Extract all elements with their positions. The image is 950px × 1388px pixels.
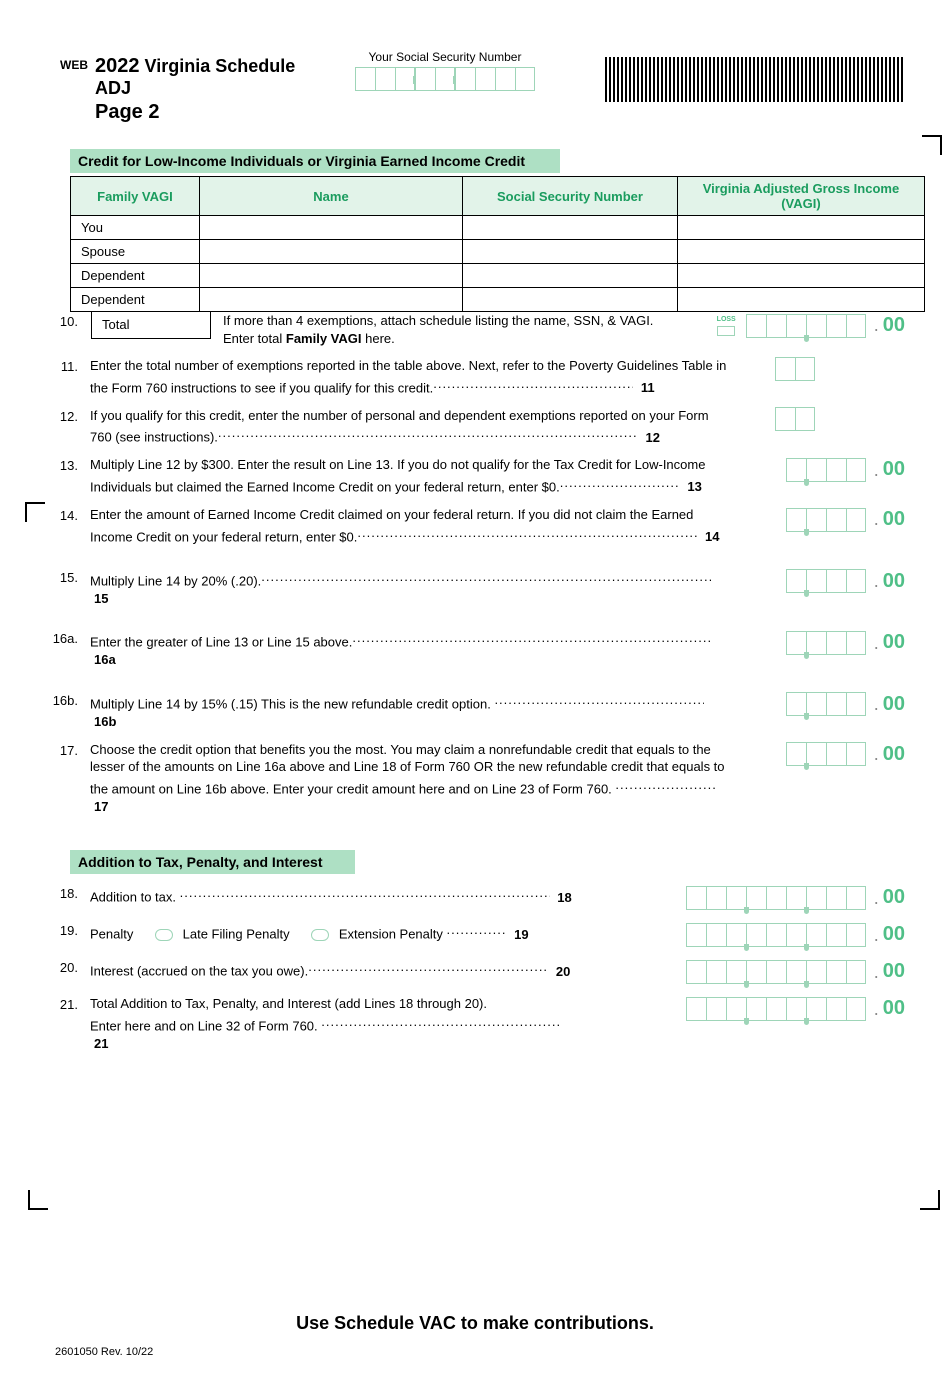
line17-amount[interactable] <box>786 742 866 766</box>
line-number: 20. <box>45 958 90 975</box>
line-number: 15. <box>45 568 90 585</box>
line12-amount[interactable] <box>775 407 815 431</box>
line14-amount[interactable] <box>786 508 866 532</box>
table-row: You <box>71 216 925 240</box>
line13-amount[interactable] <box>786 458 866 482</box>
col-family-vagi: Family VAGI <box>71 177 200 216</box>
line-tag: 12 <box>646 430 660 445</box>
crop-mark-icon <box>28 1190 48 1210</box>
line-tag: 18 <box>557 890 571 905</box>
table-row: Spouse <box>71 240 925 264</box>
line-number: 13. <box>45 456 90 473</box>
extension-radio[interactable] <box>311 929 329 941</box>
ssn-field[interactable] <box>463 288 678 312</box>
header: 2022 Virginia Schedule ADJ Page 2 Your S… <box>95 55 905 124</box>
line-tag: 11 <box>641 380 655 395</box>
line-tag: 15 <box>94 591 108 606</box>
line19-amount[interactable] <box>686 923 866 947</box>
line-tag: 21 <box>94 1036 108 1051</box>
ssn-field[interactable] <box>463 240 678 264</box>
line-tag: 16a <box>94 652 116 667</box>
line-tag: 20 <box>556 964 570 979</box>
late-filing-label: Late Filing Penalty <box>183 927 290 942</box>
crop-mark-icon <box>25 502 45 522</box>
late-filing-radio[interactable] <box>155 929 173 941</box>
line21-amount[interactable] <box>686 997 866 1021</box>
ssn-block: Your Social Security Number <box>355 50 535 91</box>
section1-heading: Credit for Low-Income Individuals or Vir… <box>70 149 560 173</box>
line20-amount[interactable] <box>686 960 866 984</box>
line-tag: 17 <box>94 799 108 814</box>
vagi-field[interactable] <box>677 240 924 264</box>
line15-amount[interactable] <box>786 569 866 593</box>
line16a-amount[interactable] <box>786 631 866 655</box>
line16b-text: Multiply Line 14 by 15% (.15) This is th… <box>90 696 494 711</box>
name-field[interactable] <box>199 240 462 264</box>
row10-note1: If more than 4 exemptions, attach schedu… <box>223 313 653 328</box>
line-tag: 13 <box>687 479 701 494</box>
line-number: 14. <box>45 506 90 523</box>
line-tag: 16b <box>94 714 116 729</box>
line-number: 16a. <box>45 629 90 646</box>
vagi-field[interactable] <box>677 288 924 312</box>
line-number: 11. <box>45 357 90 374</box>
col-vagi: Virginia Adjusted Gross Income (VAGI) <box>677 177 924 216</box>
line21-text2: Enter here and on Line 32 of Form 760. <box>90 1018 321 1033</box>
ssn-field[interactable] <box>463 216 678 240</box>
line-number: 16b. <box>45 691 90 708</box>
line20-text: Interest (accrued on the tax you owe). <box>90 964 308 979</box>
line10-amount[interactable] <box>746 314 866 338</box>
form-title: 2022 Virginia Schedule ADJ <box>95 55 335 99</box>
loss-checkbox[interactable] <box>717 326 735 336</box>
section2-heading: Addition to Tax, Penalty, and Interest <box>70 850 355 874</box>
page-label: Page 2 <box>95 101 335 124</box>
line-number: 21. <box>45 995 90 1012</box>
ssn-field[interactable] <box>463 264 678 288</box>
ssn-input[interactable] <box>355 67 535 91</box>
line-number: 12. <box>45 407 90 424</box>
ssn-label: Your Social Security Number <box>355 50 535 64</box>
line-number: 18. <box>45 884 90 901</box>
barcode <box>605 57 905 102</box>
table-row: Dependent <box>71 264 925 288</box>
line18-text: Addition to tax. <box>90 890 180 905</box>
name-field[interactable] <box>199 216 462 240</box>
col-name: Name <box>199 177 462 216</box>
name-field[interactable] <box>199 288 462 312</box>
vagi-field[interactable] <box>677 264 924 288</box>
extension-label: Extension Penalty <box>339 927 447 942</box>
line16a-text: Enter the greater of Line 13 or Line 15 … <box>90 635 352 650</box>
name-field[interactable] <box>199 264 462 288</box>
crop-mark-icon <box>922 135 942 155</box>
footer-instruction: Use Schedule VAC to make contributions. <box>45 1313 905 1334</box>
line11-amount[interactable] <box>775 357 815 381</box>
vagi-field[interactable] <box>677 216 924 240</box>
vagi-table: Family VAGI Name Social Security Number … <box>70 176 925 312</box>
crop-mark-icon <box>920 1190 940 1210</box>
line-tag: 14 <box>705 529 719 544</box>
row10-note2: Enter total Family VAGI here. <box>223 331 395 346</box>
line18-amount[interactable] <box>686 886 866 910</box>
line-number: 17. <box>45 741 90 758</box>
line16b-amount[interactable] <box>786 692 866 716</box>
line19-text: Penalty <box>90 927 133 942</box>
line21-text1: Total Addition to Tax, Penalty, and Inte… <box>90 996 487 1011</box>
line-number: 10. <box>45 312 90 329</box>
loss-label: LOSS <box>717 315 736 324</box>
web-label: WEB <box>60 58 88 72</box>
line15-text: Multiply Line 14 by 20% (.20). <box>90 573 261 588</box>
revision-text: 2601050 Rev. 10/22 <box>55 1346 905 1358</box>
col-ssn: Social Security Number <box>463 177 678 216</box>
line-number: 19. <box>45 921 90 938</box>
table-row: Dependent <box>71 288 925 312</box>
line-tag: 19 <box>514 927 528 942</box>
row10-label: Total <box>91 312 211 339</box>
